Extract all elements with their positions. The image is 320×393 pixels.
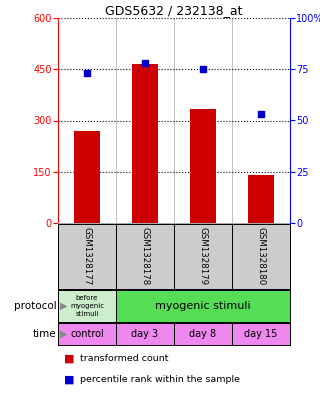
Text: day 15: day 15 <box>244 329 278 339</box>
Text: percentile rank within the sample: percentile rank within the sample <box>80 375 240 384</box>
Bar <box>116 323 174 345</box>
Point <box>259 111 264 118</box>
Point <box>200 66 205 72</box>
Text: control: control <box>70 329 104 339</box>
Text: day 3: day 3 <box>132 329 159 339</box>
Text: GSM1328178: GSM1328178 <box>140 228 149 286</box>
Point <box>84 70 90 77</box>
Point <box>142 60 148 66</box>
Text: before
myogenic
stimuli: before myogenic stimuli <box>70 296 104 316</box>
Text: ■: ■ <box>64 375 75 385</box>
Text: GSM1328177: GSM1328177 <box>83 228 92 286</box>
Text: transformed count: transformed count <box>80 354 169 363</box>
Text: ▶: ▶ <box>60 301 67 311</box>
Text: day 8: day 8 <box>189 329 217 339</box>
Bar <box>116 290 290 322</box>
Bar <box>58 290 116 322</box>
Title: GDS5632 / 232138_at: GDS5632 / 232138_at <box>105 4 243 17</box>
Bar <box>58 323 116 345</box>
Text: protocol: protocol <box>14 301 56 311</box>
Bar <box>74 131 100 223</box>
Text: GSM1328179: GSM1328179 <box>198 228 207 286</box>
Text: time: time <box>33 329 56 339</box>
Text: myogenic stimuli: myogenic stimuli <box>155 301 251 311</box>
Bar <box>248 175 274 223</box>
Bar <box>190 108 216 223</box>
Bar <box>232 323 290 345</box>
Text: ■: ■ <box>64 354 75 364</box>
Bar <box>132 64 158 223</box>
Bar <box>174 323 232 345</box>
Text: GSM1328180: GSM1328180 <box>257 228 266 286</box>
Text: ▶: ▶ <box>60 329 67 339</box>
